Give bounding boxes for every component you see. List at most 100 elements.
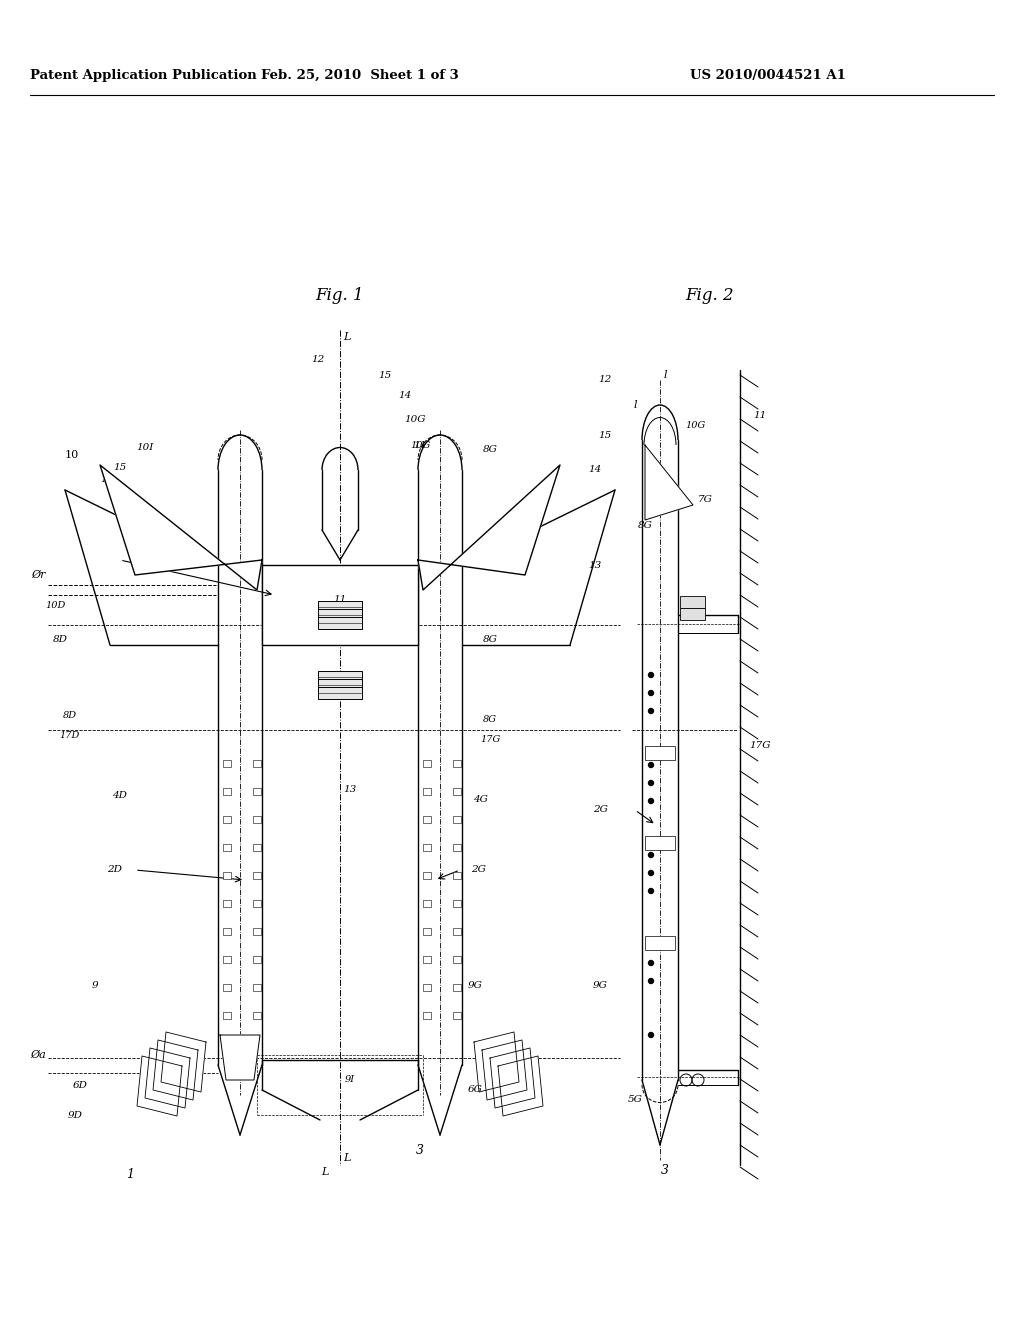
Bar bbox=[223, 816, 231, 822]
Bar bbox=[223, 788, 231, 795]
Text: 11: 11 bbox=[414, 441, 427, 450]
Text: 11: 11 bbox=[334, 595, 347, 605]
Circle shape bbox=[648, 780, 653, 785]
Text: 6G: 6G bbox=[468, 1085, 482, 1094]
Bar bbox=[423, 843, 431, 851]
Polygon shape bbox=[153, 1040, 198, 1100]
Circle shape bbox=[648, 763, 653, 767]
Polygon shape bbox=[220, 1035, 260, 1080]
Circle shape bbox=[648, 942, 653, 948]
Text: 1: 1 bbox=[126, 1168, 134, 1181]
Text: 9: 9 bbox=[92, 981, 98, 990]
Circle shape bbox=[648, 888, 653, 894]
Text: 3: 3 bbox=[416, 1143, 424, 1156]
Text: 9I: 9I bbox=[345, 1076, 355, 1085]
Text: 8D: 8D bbox=[62, 710, 77, 719]
Text: 2G: 2G bbox=[471, 866, 485, 874]
Text: 15: 15 bbox=[598, 430, 611, 440]
Text: 10D: 10D bbox=[45, 601, 66, 610]
Polygon shape bbox=[145, 1048, 190, 1107]
Text: 8G: 8G bbox=[482, 635, 498, 644]
Text: 9G: 9G bbox=[468, 981, 482, 990]
Bar bbox=[318, 609, 362, 620]
Text: L: L bbox=[322, 1167, 329, 1177]
Circle shape bbox=[648, 709, 653, 714]
Bar bbox=[253, 928, 261, 935]
Text: 2D: 2D bbox=[108, 866, 123, 874]
Text: L: L bbox=[343, 1152, 350, 1163]
Bar bbox=[423, 928, 431, 935]
Text: 2G: 2G bbox=[593, 805, 607, 814]
Text: Feb. 25, 2010  Sheet 1 of 3: Feb. 25, 2010 Sheet 1 of 3 bbox=[261, 69, 459, 82]
Bar bbox=[453, 1012, 461, 1019]
Bar bbox=[318, 616, 362, 630]
Text: l: l bbox=[664, 370, 667, 380]
Bar bbox=[223, 760, 231, 767]
Bar bbox=[318, 601, 362, 612]
Circle shape bbox=[648, 961, 653, 965]
Polygon shape bbox=[262, 565, 418, 645]
Bar bbox=[423, 760, 431, 767]
Bar bbox=[645, 936, 675, 950]
Text: L: L bbox=[343, 333, 350, 342]
Bar bbox=[680, 609, 705, 620]
Text: 8G: 8G bbox=[638, 520, 652, 529]
Circle shape bbox=[648, 978, 653, 983]
Bar bbox=[223, 843, 231, 851]
Circle shape bbox=[648, 799, 653, 804]
Polygon shape bbox=[490, 1048, 535, 1107]
Bar bbox=[253, 788, 261, 795]
Bar bbox=[253, 816, 261, 822]
Text: US 2010/0044521 A1: US 2010/0044521 A1 bbox=[690, 69, 846, 82]
Text: 15: 15 bbox=[379, 371, 391, 380]
Bar bbox=[423, 983, 431, 991]
Circle shape bbox=[648, 690, 653, 696]
Text: Ør: Ør bbox=[31, 570, 45, 579]
Text: 14: 14 bbox=[589, 466, 602, 474]
Polygon shape bbox=[100, 465, 262, 590]
Text: 8G: 8G bbox=[483, 715, 497, 725]
Circle shape bbox=[648, 1032, 653, 1038]
Text: 10: 10 bbox=[65, 450, 79, 459]
Bar bbox=[453, 816, 461, 822]
Bar bbox=[253, 900, 261, 907]
Bar bbox=[453, 788, 461, 795]
Text: Fig. 2: Fig. 2 bbox=[686, 286, 734, 304]
Polygon shape bbox=[137, 1056, 182, 1115]
Polygon shape bbox=[418, 465, 560, 590]
Bar bbox=[453, 843, 461, 851]
Text: Øa: Øa bbox=[30, 1049, 46, 1060]
Bar bbox=[318, 686, 362, 700]
Text: 13: 13 bbox=[343, 785, 356, 795]
Text: 17G: 17G bbox=[750, 741, 771, 750]
Polygon shape bbox=[645, 445, 693, 520]
Text: 14: 14 bbox=[100, 475, 114, 484]
Bar bbox=[223, 1012, 231, 1019]
Text: 7G: 7G bbox=[697, 495, 713, 504]
Bar bbox=[253, 983, 261, 991]
Text: 13: 13 bbox=[589, 561, 602, 569]
Circle shape bbox=[648, 672, 653, 677]
Polygon shape bbox=[482, 1040, 527, 1100]
Bar bbox=[223, 873, 231, 879]
Bar bbox=[223, 956, 231, 964]
Bar bbox=[223, 900, 231, 907]
Bar bbox=[253, 873, 261, 879]
Circle shape bbox=[648, 853, 653, 858]
Bar bbox=[645, 836, 675, 850]
Text: 5G: 5G bbox=[628, 1096, 642, 1105]
Bar bbox=[318, 678, 362, 690]
Text: 10I: 10I bbox=[136, 444, 154, 453]
Text: 10G: 10G bbox=[404, 416, 426, 425]
Text: 12: 12 bbox=[311, 355, 325, 364]
Bar bbox=[453, 900, 461, 907]
Text: 4D: 4D bbox=[113, 791, 128, 800]
Bar bbox=[318, 671, 362, 682]
Text: 14: 14 bbox=[398, 391, 412, 400]
Text: 17D: 17D bbox=[59, 730, 80, 739]
Bar bbox=[453, 956, 461, 964]
Bar bbox=[453, 760, 461, 767]
Text: 4G: 4G bbox=[472, 796, 487, 804]
Polygon shape bbox=[474, 1032, 519, 1092]
Bar bbox=[423, 956, 431, 964]
